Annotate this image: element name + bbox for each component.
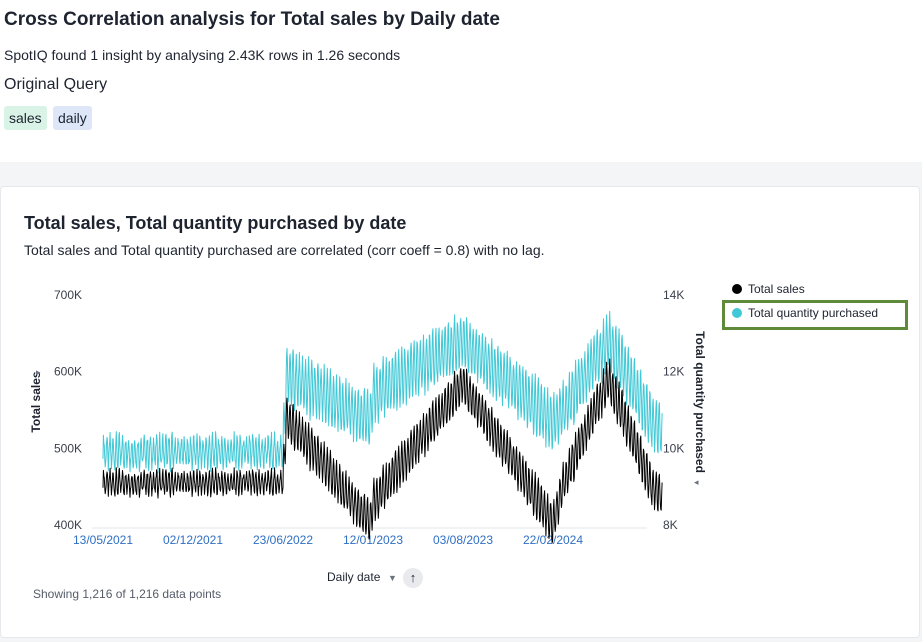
legend-item-total-quantity-purchased[interactable]: Total quantity purchased bbox=[726, 303, 878, 327]
x-tick-label: 03/08/2023 bbox=[433, 533, 493, 547]
y-left-tick-label: 600K bbox=[54, 365, 82, 379]
legend-label: Total sales bbox=[748, 282, 805, 296]
card-title: Total sales, Total quantity purchased by… bbox=[24, 213, 407, 233]
chevron-down-icon[interactable]: ▼ bbox=[388, 573, 397, 583]
x-axis: 13/05/2021 02/12/2021 23/06/2022 12/01/2023… bbox=[73, 533, 583, 547]
y-left-axis: 400K 500K 600K 700K bbox=[54, 288, 82, 532]
original-query-label: Original Query bbox=[4, 76, 108, 93]
y-left-tick-label: 500K bbox=[54, 441, 82, 455]
series-layer bbox=[102, 310, 663, 544]
y-left-caret-icon[interactable]: ▸ bbox=[36, 368, 41, 378]
sort-ascending-button[interactable]: ↑ bbox=[403, 568, 423, 588]
x-tick-label: 22/02/2024 bbox=[523, 533, 583, 547]
series-line-total-sales bbox=[102, 358, 663, 544]
chart-legend: Total sales Total quantity purchased bbox=[726, 279, 878, 327]
legend-dot-icon bbox=[732, 284, 742, 294]
query-chip-daily[interactable]: daily bbox=[53, 106, 92, 130]
y-right-tick-label: 10K bbox=[663, 441, 684, 455]
x-tick-label: 23/06/2022 bbox=[253, 533, 313, 547]
query-chip-sales[interactable]: sales bbox=[4, 106, 47, 130]
x-tick-label: 12/01/2023 bbox=[343, 533, 403, 547]
card-description: Total sales and Total quantity purchased… bbox=[24, 242, 545, 258]
y-right-tick-label: 14K bbox=[663, 288, 684, 302]
y-right-axis: 8K 10K 12K 14K bbox=[663, 288, 684, 532]
series-line-total-quantity-purchased bbox=[102, 310, 663, 474]
x-tick-label: 02/12/2021 bbox=[163, 533, 223, 547]
x-tick-label: 13/05/2021 bbox=[73, 533, 133, 547]
insight-summary: SpotIQ found 1 insight by analysing 2.43… bbox=[4, 47, 401, 63]
y-right-tick-label: 12K bbox=[663, 365, 684, 379]
y-right-tick-label: 8K bbox=[663, 518, 678, 532]
legend-label: Total quantity purchased bbox=[748, 306, 879, 320]
y-right-title[interactable]: Total quantity purchased bbox=[693, 331, 707, 473]
arrow-up-icon: ↑ bbox=[409, 570, 417, 585]
y-left-title[interactable]: Total sales bbox=[29, 371, 43, 432]
y-right-caret-icon[interactable]: ◂ bbox=[694, 478, 699, 488]
page-title: Cross Correlation analysis for Total sal… bbox=[4, 9, 500, 30]
y-left-tick-label: 400K bbox=[54, 518, 82, 532]
y-left-tick-label: 700K bbox=[54, 288, 82, 302]
correlation-chart[interactable]: 400K 500K 600K 700K 8K 10K 12K 14K 13/05/2021 0… bbox=[0, 270, 720, 570]
legend-dot-icon bbox=[732, 308, 742, 318]
legend-item-total-sales[interactable]: Total sales bbox=[726, 279, 878, 303]
insight-card bbox=[0, 186, 920, 638]
insight-header: Cross Correlation analysis for Total sal… bbox=[0, 0, 922, 162]
x-axis-title[interactable]: Daily date bbox=[327, 570, 381, 584]
legend-highlight-box bbox=[722, 300, 908, 330]
data-points-count: Showing 1,216 of 1,216 data points bbox=[33, 587, 222, 601]
